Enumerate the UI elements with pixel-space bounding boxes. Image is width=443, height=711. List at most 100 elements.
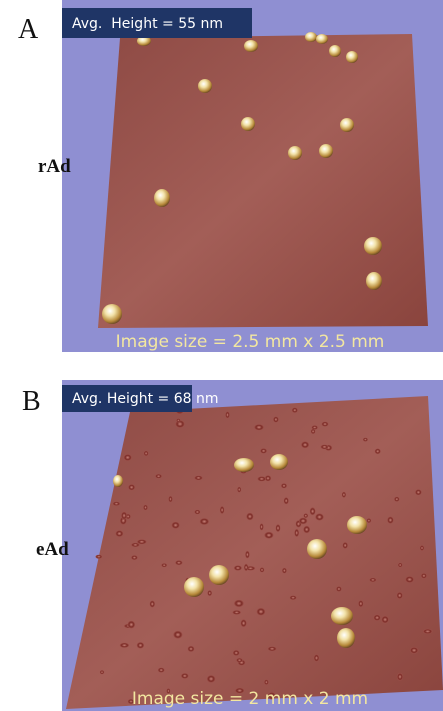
- pit: [276, 524, 281, 532]
- pit: [241, 619, 247, 627]
- panel-a: Avg. Height = 55 nm A rAd Image size = 2…: [18, 0, 443, 352]
- panel-letter: A: [18, 14, 39, 45]
- pit: [246, 513, 253, 521]
- pit: [268, 647, 277, 652]
- pit: [254, 424, 264, 430]
- pit: [200, 518, 209, 525]
- pit: [161, 563, 167, 567]
- pit: [237, 487, 241, 493]
- pit: [236, 658, 243, 662]
- pit: [410, 647, 418, 654]
- pit: [299, 518, 308, 525]
- pit: [315, 513, 324, 520]
- pit: [96, 555, 103, 559]
- panel-b: Avg. Height = 68 nm B eAd Image size = 2…: [22, 380, 443, 711]
- pit: [423, 629, 433, 634]
- pit: [172, 522, 180, 529]
- pit: [363, 438, 368, 442]
- pit: [115, 530, 123, 537]
- pit: [394, 497, 399, 502]
- pit: [420, 545, 424, 551]
- pit: [310, 507, 316, 515]
- pit: [264, 680, 269, 685]
- pit: [381, 616, 388, 624]
- pit: [421, 573, 427, 578]
- image-size: Image size = 2.5 mm x 2.5 mm: [116, 332, 385, 352]
- sample-label: rAd: [38, 156, 71, 177]
- pit: [342, 492, 346, 498]
- pit: [188, 646, 195, 652]
- pit: [124, 454, 132, 461]
- pit: [375, 449, 381, 455]
- pit: [225, 411, 229, 418]
- pit: [415, 489, 422, 495]
- pit: [194, 476, 202, 481]
- pit: [260, 523, 264, 530]
- pit: [343, 542, 348, 549]
- pit: [155, 474, 162, 478]
- pit: [131, 543, 140, 547]
- figure: Avg. Height = 55 nm A rAd Image size = 2…: [0, 0, 443, 711]
- pit: [358, 600, 363, 607]
- pit: [120, 643, 129, 648]
- pit: [175, 560, 182, 565]
- pit: [303, 526, 310, 533]
- pit: [181, 673, 189, 679]
- pit: [128, 484, 135, 490]
- pit: [245, 551, 249, 559]
- pit: [234, 565, 242, 570]
- pit: [314, 654, 319, 661]
- pit: [273, 417, 279, 423]
- pit: [234, 600, 244, 607]
- pit: [281, 483, 287, 488]
- pit: [113, 502, 121, 506]
- pit: [144, 451, 149, 456]
- pit: [264, 532, 273, 539]
- pit: [168, 496, 172, 502]
- pit: [369, 578, 376, 582]
- pit: [173, 631, 182, 639]
- pit: [322, 422, 329, 427]
- pit: [232, 610, 241, 614]
- pit: [207, 590, 212, 596]
- pit: [367, 518, 372, 523]
- pit: [311, 429, 316, 434]
- pit: [301, 441, 309, 448]
- pit: [121, 512, 127, 520]
- pit: [260, 567, 265, 572]
- pit: [207, 675, 216, 683]
- pit: [387, 517, 393, 524]
- pit: [244, 564, 248, 571]
- pit: [260, 448, 267, 453]
- pit: [158, 668, 165, 673]
- pit: [257, 476, 266, 481]
- pit: [374, 615, 381, 621]
- pit: [292, 408, 298, 413]
- pit: [284, 497, 289, 504]
- pit: [290, 596, 297, 600]
- pit: [100, 670, 104, 674]
- pit: [233, 650, 240, 656]
- pit: [397, 592, 403, 599]
- pit: [220, 506, 224, 514]
- pit: [137, 642, 144, 648]
- pit: [257, 608, 266, 616]
- pit: [131, 555, 138, 560]
- pit: [194, 510, 200, 515]
- pit: [150, 601, 155, 608]
- pit: [336, 586, 342, 591]
- pit: [282, 568, 287, 574]
- pit: [143, 505, 148, 511]
- pit: [128, 621, 136, 629]
- pit: [321, 445, 329, 450]
- pit: [294, 529, 299, 537]
- avg-height: Avg. Height = 55 nm: [72, 16, 223, 32]
- pit: [176, 418, 180, 422]
- pit: [397, 673, 403, 681]
- panel-letter: B: [22, 386, 41, 417]
- pit: [398, 563, 403, 568]
- avg-height: Avg. Height = 68 nm: [72, 391, 219, 407]
- image-size: Image size = 2 mm x 2 mm: [132, 689, 368, 709]
- sample-label: eAd: [36, 539, 69, 560]
- pit: [304, 513, 309, 518]
